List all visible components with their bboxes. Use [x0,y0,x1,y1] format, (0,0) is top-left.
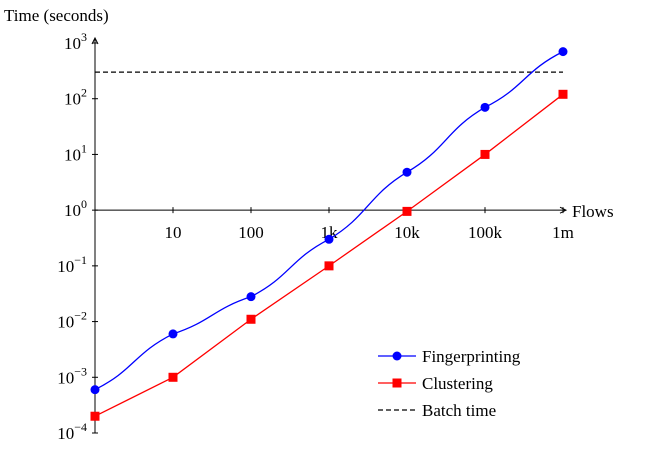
clustering-point [402,206,412,216]
clustering-point [168,372,178,382]
y-tick-label: 101 [64,141,87,164]
fingerprinting-point [90,385,100,395]
x-axis-arrowhead [559,206,568,214]
legend-item-clustering: Clustering [378,374,493,393]
x-tick-label: 100 [238,223,264,242]
y-ticks: 10−4 10−3 10−2 10−1 100 101 102 103 [57,30,98,443]
legend-item-batch-time: Batch time [378,401,496,420]
legend-marker [392,378,402,388]
fingerprinting-series [90,47,568,395]
x-tick-label: 10k [394,223,420,242]
y-tick-label: 10−2 [57,309,87,332]
x-axis-title: Flows [572,202,614,221]
clustering-point [480,149,490,159]
y-tick-label: 10−4 [57,420,87,443]
fingerprinting-line [94,51,564,391]
legend-label: Fingerprinting [422,347,521,366]
fingerprinting-point [558,47,568,57]
series-layer [90,47,568,421]
x-tick-label: 10 [165,223,182,242]
x-tick-label: 1m [552,223,574,242]
legend: Fingerprinting Clustering Batch time [378,347,521,420]
legend-item-fingerprinting: Fingerprinting [378,347,521,366]
clustering-series [90,89,568,421]
x-tick-label: 100k [468,223,503,242]
y-axis-arrowhead [91,36,99,45]
y-axis-title: Time (seconds) [4,6,109,25]
y-tick-label: 100 [64,197,87,220]
x-tick-label: 1k [321,223,339,242]
legend-label: Clustering [422,374,493,393]
y-tick-label: 103 [64,30,87,53]
x-ticks: 10 100 1k 10k 100k 1m [165,207,574,242]
clustering-point [558,89,568,99]
y-tick-label: 102 [64,86,87,109]
fingerprinting-point [402,167,412,177]
clustering-point [90,411,100,421]
fingerprinting-point [480,102,490,112]
y-tick-label: 10−1 [57,253,87,276]
legend-marker [392,351,402,361]
y-tick-label: 10−3 [57,364,87,387]
clustering-point [324,261,334,271]
fingerprinting-point [168,329,178,339]
fingerprinting-point [246,292,256,302]
legend-label: Batch time [422,401,496,420]
clustering-point [246,314,256,324]
clustering-line [94,93,564,417]
fingerprinting-point [324,234,334,244]
